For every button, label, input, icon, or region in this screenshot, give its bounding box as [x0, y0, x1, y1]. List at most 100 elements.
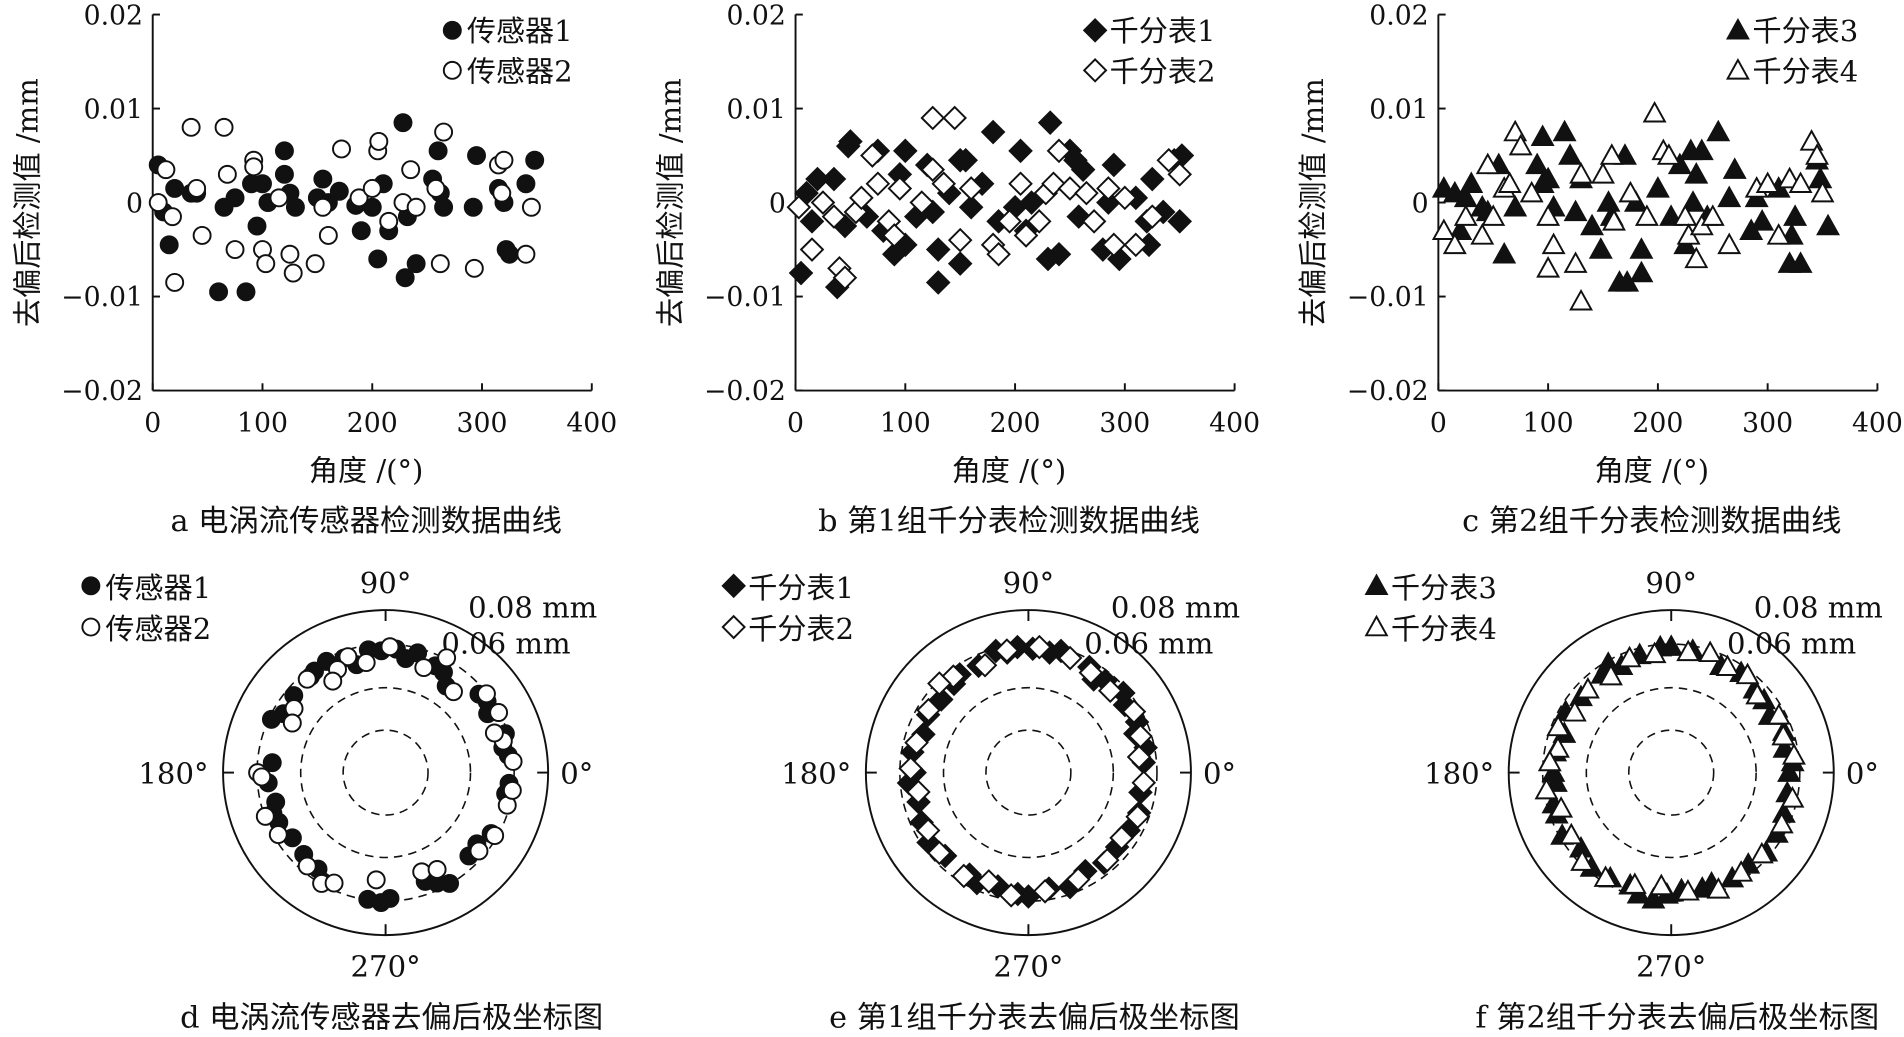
- y-tick-label: 0: [126, 188, 143, 219]
- data-point: [849, 185, 874, 211]
- data-point: [1026, 209, 1052, 234]
- x-tick-label: 200: [347, 408, 398, 439]
- data-point: [464, 258, 484, 278]
- data-point: [406, 197, 426, 217]
- data-point: [1689, 138, 1714, 161]
- panel-caption: e 第1组千分表去偏后极坐标图: [829, 1000, 1240, 1035]
- data-point: [499, 244, 519, 264]
- data-point: [1805, 143, 1830, 165]
- data-point: [225, 188, 245, 208]
- data-point: [463, 197, 483, 217]
- data-point: [1629, 237, 1654, 259]
- data-point: [1098, 678, 1123, 704]
- data-point: [467, 146, 486, 166]
- x-tick-label: 0: [144, 408, 161, 439]
- data-point: [805, 166, 830, 192]
- data-point: [1431, 218, 1456, 240]
- data-point: [305, 254, 325, 274]
- data-point: [931, 171, 957, 197]
- legend-label: 传感器1: [467, 14, 573, 48]
- data-point: [1700, 204, 1725, 226]
- polar-panel-e: 90° 180° 0° 270° 0.08 mm0.06 mm e 第1组千分表去偏后极坐…: [721, 566, 1240, 1035]
- data-point: [236, 282, 256, 302]
- data-point: [1013, 223, 1039, 248]
- data-point: [947, 251, 973, 276]
- legend-marker: [81, 617, 101, 637]
- data-point: [998, 883, 1024, 908]
- data-point: [786, 194, 812, 220]
- angle-label-270: 270°: [351, 949, 421, 983]
- data-point: [1570, 849, 1595, 871]
- data-point: [1698, 640, 1723, 663]
- data-point: [1766, 703, 1791, 725]
- x-tick-label: 200: [990, 408, 1041, 439]
- data-point: [1618, 180, 1643, 203]
- y-tick-label: 0.02: [726, 0, 785, 31]
- data-point: [1492, 241, 1517, 264]
- legend-label: 千分表3: [1752, 14, 1858, 48]
- data-point: [476, 684, 496, 704]
- data-point: [1629, 260, 1654, 283]
- data-point: [318, 225, 338, 245]
- data-point: [980, 119, 1006, 145]
- data-point: [1101, 152, 1127, 178]
- data-point: [821, 166, 847, 192]
- legend-marker: [1082, 58, 1108, 83]
- data-point: [313, 169, 333, 189]
- data-point: [942, 105, 967, 131]
- dashed-ring: [342, 729, 429, 816]
- data-point: [997, 209, 1022, 234]
- panel-caption: a 电涡流传感器检测数据曲线: [170, 504, 561, 539]
- x-tick-label: 200: [1632, 408, 1683, 439]
- data-point: [1156, 147, 1182, 173]
- data-point: [283, 263, 303, 283]
- data-point: [972, 652, 998, 678]
- x-tick-label: 300: [1742, 408, 1793, 439]
- legend-marker: [1082, 18, 1108, 43]
- y-tick-label: −0.02: [61, 376, 143, 407]
- data-point: [1032, 879, 1058, 904]
- series-传感器2: [248, 637, 523, 893]
- data-point: [1783, 204, 1808, 226]
- ring-label: 0.06 mm: [441, 627, 570, 661]
- data-point: [1771, 723, 1796, 746]
- data-point: [269, 188, 289, 208]
- data-point: [1131, 770, 1157, 795]
- data-point: [1096, 176, 1121, 201]
- data-point: [1530, 124, 1555, 146]
- data-point: [925, 270, 951, 295]
- data-point: [484, 723, 504, 743]
- data-point: [865, 171, 891, 197]
- x-axis-label: 角度 /(°): [1595, 453, 1710, 487]
- data-point: [401, 160, 421, 180]
- y-tick-label: 0.01: [1369, 94, 1428, 125]
- data-point: [1780, 786, 1805, 808]
- data-point: [148, 193, 168, 213]
- data-point: [1681, 190, 1705, 212]
- data-point: [434, 197, 454, 217]
- data-point: [1128, 723, 1153, 749]
- data-point: [916, 697, 941, 723]
- data-point: [1729, 860, 1754, 882]
- data-point: [262, 753, 282, 773]
- legend-marker: [1725, 18, 1750, 40]
- data-point: [285, 197, 305, 217]
- data-point: [274, 164, 294, 184]
- data-point: [1139, 166, 1165, 192]
- data-point: [1536, 166, 1561, 189]
- data-point: [994, 638, 1020, 663]
- legend-label: 传感器2: [467, 54, 573, 88]
- x-tick-label: 400: [1209, 408, 1260, 439]
- data-point: [362, 178, 382, 198]
- data-point: [1008, 138, 1033, 164]
- data-point: [163, 207, 182, 227]
- x-tick-label: 100: [237, 408, 288, 439]
- y-tick-label: 0: [1412, 188, 1429, 219]
- data-point: [1546, 736, 1570, 758]
- series-千分表2: [898, 634, 1157, 908]
- data-point: [927, 840, 952, 866]
- dashed-ring: [256, 643, 515, 902]
- data-point: [181, 117, 201, 137]
- data-point: [368, 249, 388, 269]
